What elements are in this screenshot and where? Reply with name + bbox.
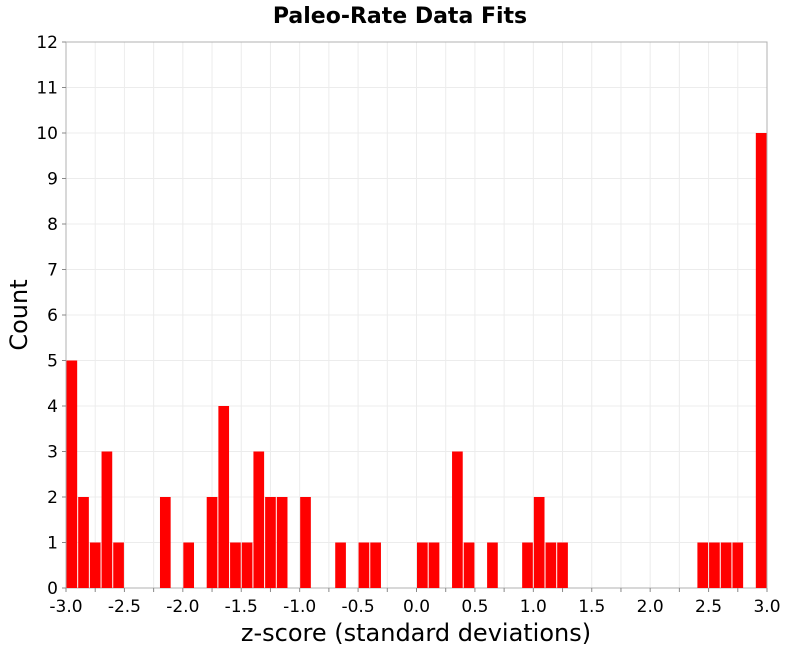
x-tick-label: -1.5 bbox=[225, 597, 258, 617]
histogram-bar bbox=[358, 542, 370, 588]
histogram-bar bbox=[101, 451, 113, 588]
histogram-bar bbox=[557, 542, 568, 588]
histogram-bar bbox=[183, 542, 195, 588]
histogram-bar bbox=[113, 542, 124, 588]
histogram-bars bbox=[66, 133, 767, 588]
x-tick-label: 1.0 bbox=[520, 597, 547, 617]
histogram-bar bbox=[487, 542, 498, 588]
histogram-bar bbox=[720, 542, 732, 588]
histogram-bar bbox=[265, 497, 276, 588]
y-tick-label: 6 bbox=[47, 306, 58, 326]
histogram-bar bbox=[533, 497, 545, 588]
y-tick-label: 10 bbox=[36, 124, 58, 144]
histogram-bar bbox=[697, 542, 709, 588]
x-tick-label: -1.0 bbox=[283, 597, 316, 617]
histogram-bar bbox=[452, 451, 463, 588]
histogram-bar bbox=[230, 542, 241, 588]
x-axis-label: z-score (standard deviations) bbox=[241, 619, 591, 647]
histogram-bar bbox=[463, 542, 475, 588]
histogram-bar bbox=[709, 542, 720, 588]
x-tick-label: 3.0 bbox=[753, 597, 780, 617]
histogram-bar bbox=[428, 542, 440, 588]
histogram-bar bbox=[522, 542, 533, 588]
histogram-bar bbox=[755, 133, 767, 588]
y-tick-label: 0 bbox=[47, 579, 58, 599]
x-tick-label: -0.5 bbox=[341, 597, 374, 617]
chart-title: Paleo-Rate Data Fits bbox=[273, 4, 527, 29]
x-tick-label: -3.0 bbox=[49, 597, 82, 617]
histogram-bar bbox=[89, 542, 101, 588]
x-tick-label: 1.5 bbox=[578, 597, 605, 617]
histogram-bar bbox=[218, 406, 230, 588]
x-tick-label: -2.0 bbox=[166, 597, 199, 617]
histogram-bar bbox=[276, 497, 288, 588]
y-tick-label: 12 bbox=[36, 33, 58, 53]
histogram-bar bbox=[253, 451, 265, 588]
histogram-bar bbox=[78, 497, 89, 588]
y-tick-label: 8 bbox=[47, 215, 58, 235]
y-tick-label: 9 bbox=[47, 170, 58, 190]
histogram-bar bbox=[545, 542, 557, 588]
histogram-bar bbox=[159, 497, 171, 588]
grid-lines bbox=[66, 42, 767, 588]
y-tick-label: 3 bbox=[47, 443, 58, 463]
y-tick-label: 11 bbox=[36, 79, 58, 99]
histogram-bar bbox=[417, 542, 428, 588]
histogram-bar bbox=[66, 360, 78, 588]
histogram-bar bbox=[370, 542, 381, 588]
x-tick-label: 0.0 bbox=[403, 597, 430, 617]
x-axis-ticks: -3.0 -2.5 -2.0 -1.5 -1.0 -0.5 0.0 0.5 1.0 1.5 2.0 2… bbox=[49, 588, 781, 617]
histogram-bar bbox=[206, 497, 218, 588]
histogram-bar bbox=[241, 542, 253, 588]
y-tick-label: 5 bbox=[47, 352, 58, 372]
y-axis-label: Count bbox=[5, 279, 33, 350]
y-tick-label: 4 bbox=[47, 397, 58, 417]
histogram-bar bbox=[335, 542, 346, 588]
y-tick-label: 7 bbox=[47, 261, 58, 281]
x-tick-label: -2.5 bbox=[108, 597, 141, 617]
histogram-bar bbox=[300, 497, 311, 588]
y-tick-label: 2 bbox=[47, 488, 58, 508]
x-tick-label: 2.0 bbox=[637, 597, 664, 617]
histogram-bar bbox=[732, 542, 744, 588]
x-tick-label: 2.5 bbox=[695, 597, 722, 617]
x-tick-label: 0.5 bbox=[461, 597, 488, 617]
y-tick-label: 1 bbox=[47, 534, 58, 554]
